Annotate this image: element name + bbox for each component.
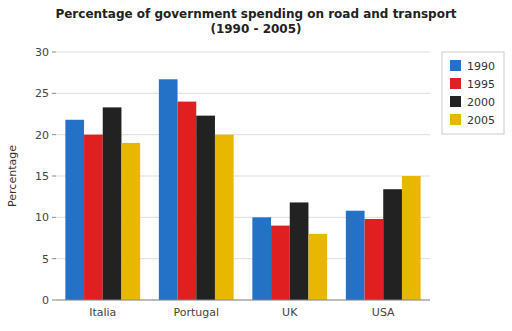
y-tick-label: 20 (35, 129, 49, 142)
legend-swatch (450, 114, 461, 125)
chart-container: Percentage of government spending on roa… (0, 0, 512, 331)
y-tick-label: 15 (35, 170, 49, 183)
x-tick-label: Portugal (173, 306, 219, 319)
bar (196, 116, 215, 300)
y-tick (52, 176, 56, 177)
bars (65, 79, 420, 300)
bar (215, 135, 234, 300)
x-axis-line (56, 300, 430, 301)
bar (178, 102, 197, 300)
chart-subtitle: (1990 - 2005) (210, 22, 301, 36)
grid-line (56, 52, 430, 53)
bar (271, 226, 290, 300)
legend-label: 2000 (467, 96, 495, 109)
y-tick-label: 5 (42, 253, 49, 266)
bar (402, 176, 421, 300)
bar (383, 189, 402, 300)
y-tick (52, 52, 56, 53)
grid-line (56, 93, 430, 94)
grid-line (56, 300, 430, 301)
y-tick (52, 217, 56, 218)
legend-swatch (450, 60, 461, 71)
bar (290, 202, 309, 300)
y-tick-label: 10 (35, 211, 49, 224)
x-tick-label: Italia (89, 306, 116, 319)
y-tick-label: 25 (35, 87, 49, 100)
legend-swatch (450, 78, 461, 89)
legend-swatch (450, 96, 461, 107)
chart-svg: Percentage of government spending on roa… (0, 0, 512, 331)
legend-frame (442, 52, 504, 134)
legend-label: 1995 (467, 78, 495, 91)
y-tick (52, 300, 56, 301)
bar (365, 219, 384, 300)
x-tick-label: UK (282, 306, 298, 319)
bar (308, 234, 327, 300)
chart-title: Percentage of government spending on roa… (55, 7, 456, 21)
bar (346, 211, 365, 300)
x-tick-label: USA (372, 306, 395, 319)
y-tick (52, 93, 56, 94)
bar (65, 120, 84, 300)
bar (121, 143, 140, 300)
y-tick-label: 0 (42, 294, 49, 307)
bar (252, 217, 271, 300)
y-axis-label: Percentage (6, 145, 19, 207)
y-tick-label: 30 (35, 46, 49, 59)
y-tick (52, 134, 56, 135)
legend-label: 1990 (467, 60, 495, 73)
bar (84, 135, 103, 300)
y-tick (52, 258, 56, 259)
legend-label: 2005 (467, 114, 495, 127)
bar (103, 107, 122, 300)
bar (159, 79, 178, 300)
